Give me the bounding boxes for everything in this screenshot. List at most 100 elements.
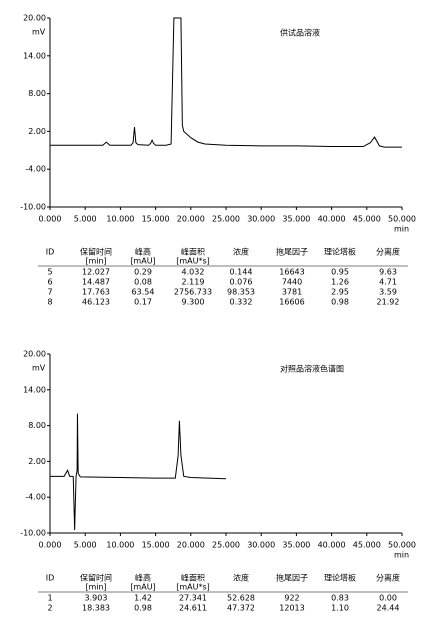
table-cell: 5 bbox=[47, 268, 52, 277]
x-tick-label: 50.000 bbox=[388, 215, 416, 224]
x-tick-label: 5.000 bbox=[74, 215, 97, 224]
x-tick-label: 40.000 bbox=[318, 215, 346, 224]
x-tick-label: 15.000 bbox=[142, 215, 170, 224]
x-tick-label: 5.000 bbox=[74, 541, 97, 550]
table-cell: 9.300 bbox=[182, 298, 205, 307]
x-tick-label: 10.000 bbox=[106, 215, 134, 224]
x-axis-label: min bbox=[394, 551, 409, 560]
table-header: 拖尾因子 bbox=[276, 247, 308, 257]
table-cell: 3.59 bbox=[379, 288, 397, 297]
table-cell: 0.95 bbox=[331, 268, 349, 277]
table-cell: 0.076 bbox=[230, 278, 253, 287]
x-tick-label: 30.000 bbox=[247, 215, 275, 224]
table-cell: 4.71 bbox=[379, 278, 397, 287]
x-tick-label: 25.000 bbox=[212, 541, 240, 550]
x-tick-label: 25.000 bbox=[212, 215, 240, 224]
table-cell: 2.119 bbox=[182, 278, 205, 287]
table-cell: 922 bbox=[284, 594, 299, 603]
table-cell: 2.95 bbox=[331, 288, 349, 297]
table-cell: 16643 bbox=[279, 268, 304, 277]
table-cell: 6 bbox=[47, 278, 52, 287]
x-tick-label: 10.000 bbox=[106, 541, 134, 550]
table-cell: 7440 bbox=[282, 278, 302, 287]
table-header: 浓度 bbox=[233, 573, 249, 583]
table-cell: 0.83 bbox=[331, 594, 349, 603]
table-header: [mAU] bbox=[130, 583, 155, 592]
y-tick-label: 8.00 bbox=[28, 89, 46, 98]
x-tick-label: 15.000 bbox=[142, 541, 170, 550]
x-tick-label: 35.000 bbox=[282, 215, 310, 224]
y-tick-label: 2.00 bbox=[28, 127, 46, 136]
table-cell: 0.332 bbox=[230, 298, 253, 307]
x-tick-label: 30.000 bbox=[247, 541, 275, 550]
table-header: 分离度 bbox=[376, 573, 400, 583]
y-tick-label: 14.00 bbox=[23, 385, 46, 394]
table-header: 理论塔板 bbox=[324, 573, 356, 583]
y-tick-label: -4.00 bbox=[25, 165, 46, 174]
table-cell: 0.98 bbox=[331, 298, 349, 307]
table-cell: 8 bbox=[47, 298, 52, 307]
table-header: 理论塔板 bbox=[324, 247, 356, 257]
y-tick-label: -10.00 bbox=[20, 203, 46, 212]
table-cell: 9.63 bbox=[379, 268, 397, 277]
table-cell: 14.487 bbox=[82, 278, 110, 287]
table-header: [min] bbox=[85, 583, 106, 592]
table-header: ID bbox=[46, 574, 55, 583]
table-cell: 0.29 bbox=[134, 268, 152, 277]
table-header: 浓度 bbox=[233, 247, 249, 257]
x-axis-label: min bbox=[394, 225, 409, 234]
table-header: 峰面积 bbox=[181, 573, 205, 583]
table-header: 峰高 bbox=[135, 247, 151, 257]
table-cell: 12013 bbox=[279, 604, 304, 613]
y-tick-label: 14.00 bbox=[23, 51, 46, 60]
table-cell: 52.628 bbox=[227, 594, 255, 603]
y-tick-label: 2.00 bbox=[28, 457, 46, 466]
table-header: 拖尾因子 bbox=[276, 573, 308, 583]
annotation: 供试品溶液 bbox=[280, 28, 320, 38]
y-tick-label: 20.00 bbox=[23, 350, 46, 359]
table-header: 峰面积 bbox=[181, 247, 205, 257]
table-cell: 27.341 bbox=[179, 594, 207, 603]
chromatogram-line bbox=[50, 17, 402, 148]
table-header: 保留时间 bbox=[80, 573, 112, 583]
table-cell: 63.54 bbox=[132, 288, 155, 297]
y-axis-label: mV bbox=[32, 28, 46, 37]
table-cell: 0.98 bbox=[134, 604, 152, 613]
table-header: ID bbox=[46, 248, 55, 257]
y-tick-label: -10.00 bbox=[20, 529, 46, 538]
x-tick-label: 40.000 bbox=[318, 541, 346, 550]
x-tick-label: 0.000 bbox=[39, 215, 62, 224]
table-cell: 3781 bbox=[282, 288, 302, 297]
table-cell: 0.00 bbox=[379, 594, 397, 603]
table-header: 保留时间 bbox=[80, 247, 112, 257]
x-tick-label: 35.000 bbox=[282, 541, 310, 550]
table-cell: 16606 bbox=[279, 298, 304, 307]
table-cell: 3.903 bbox=[85, 594, 108, 603]
table-header: [mAU] bbox=[130, 257, 155, 266]
x-tick-label: 0.000 bbox=[39, 541, 62, 550]
table-cell: 1 bbox=[47, 594, 52, 603]
table-cell: 24.44 bbox=[377, 604, 400, 613]
chromatogram-line bbox=[50, 413, 227, 531]
table-cell: 98.353 bbox=[227, 288, 255, 297]
table-cell: 1.10 bbox=[331, 604, 349, 613]
table-cell: 0.08 bbox=[134, 278, 152, 287]
table-cell: 7 bbox=[47, 288, 52, 297]
table-cell: 24.611 bbox=[179, 604, 207, 613]
table-cell: 0.17 bbox=[134, 298, 152, 307]
y-tick-label: -4.00 bbox=[25, 493, 46, 502]
table-header: 峰高 bbox=[135, 573, 151, 583]
table-cell: 12.027 bbox=[82, 268, 110, 277]
x-tick-label: 20.000 bbox=[177, 541, 205, 550]
x-tick-label: 20.000 bbox=[177, 215, 205, 224]
table-cell: 2756.733 bbox=[174, 288, 212, 297]
annotation: 对照品溶液色谱图 bbox=[280, 364, 344, 374]
table-cell: 1.26 bbox=[331, 278, 349, 287]
table-cell: 1.42 bbox=[134, 594, 152, 603]
x-tick-label: 45.000 bbox=[353, 215, 381, 224]
table-cell: 46.123 bbox=[82, 298, 110, 307]
table-cell: 21.92 bbox=[377, 298, 400, 307]
x-tick-label: 50.000 bbox=[388, 541, 416, 550]
